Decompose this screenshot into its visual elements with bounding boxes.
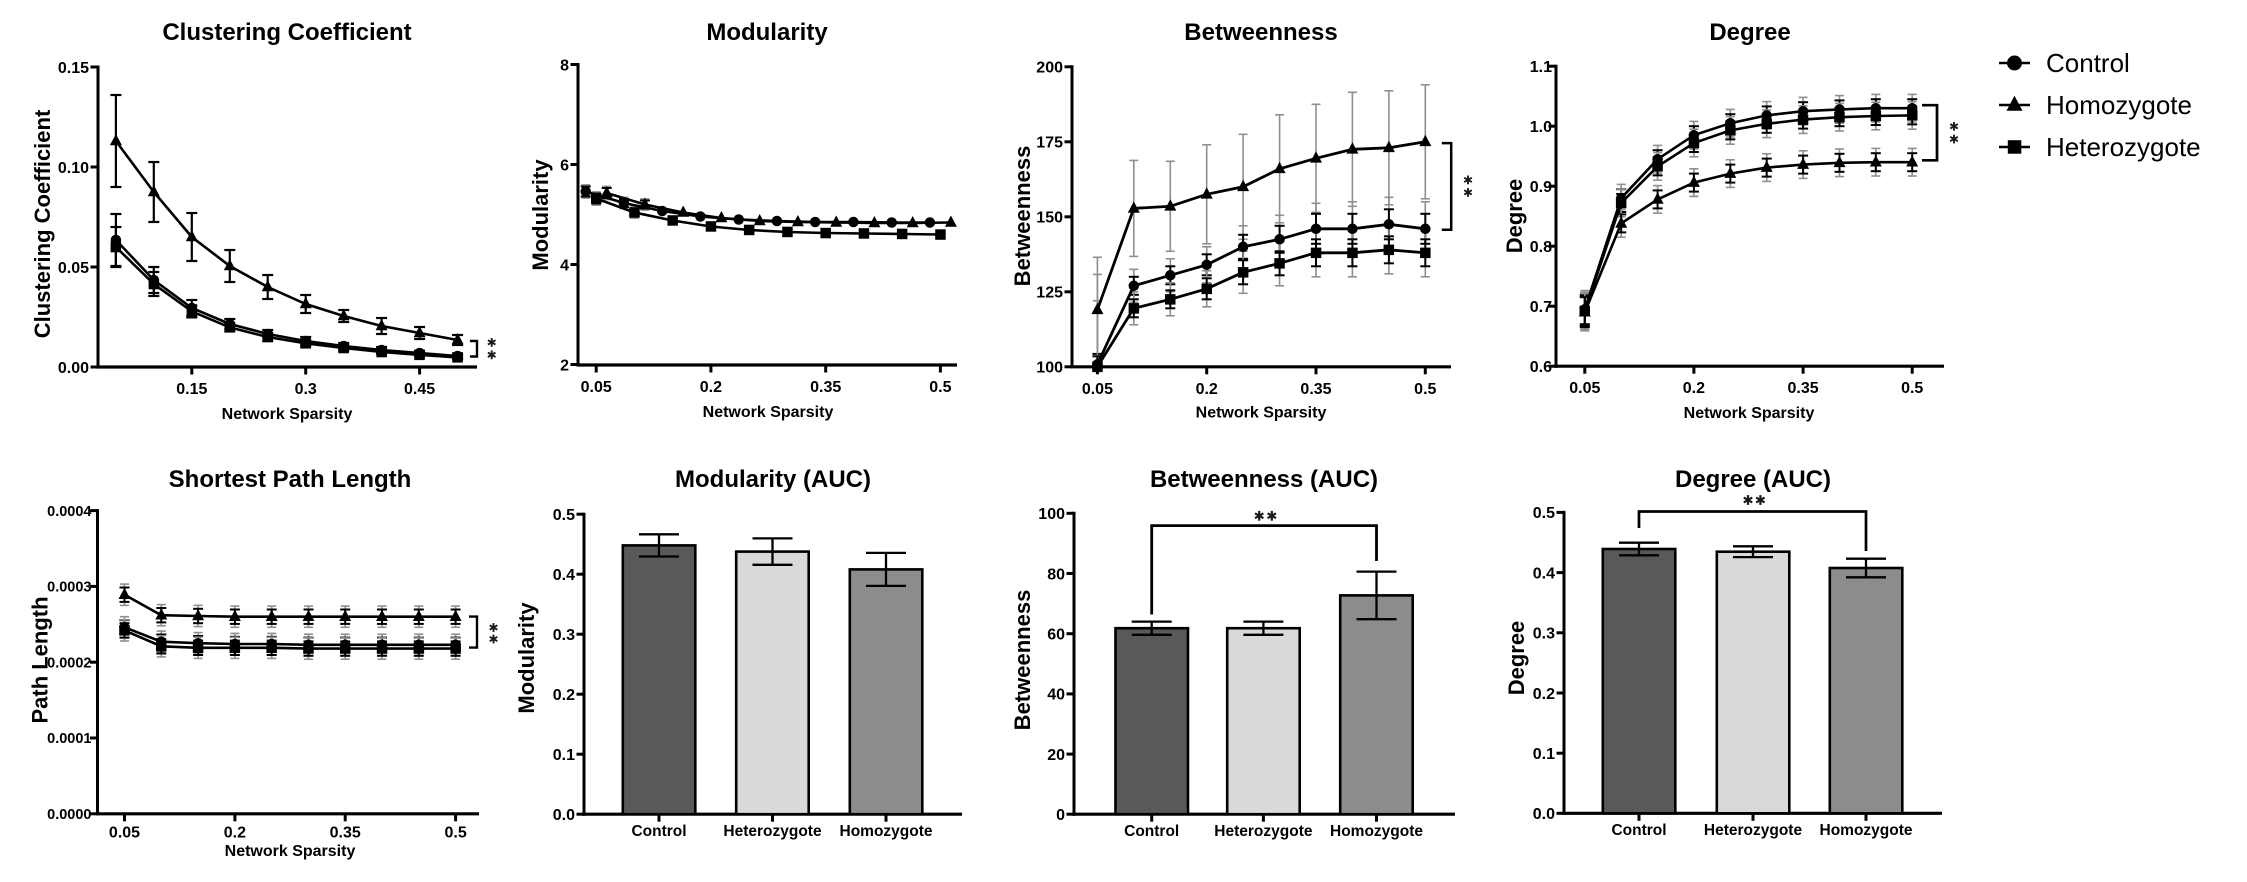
svg-text:0.8: 0.8 <box>1530 239 1552 256</box>
svg-text:150: 150 <box>1036 210 1063 227</box>
svg-text:1.0: 1.0 <box>1530 119 1552 136</box>
svg-text:4: 4 <box>560 257 569 274</box>
svg-text:0.2: 0.2 <box>1683 380 1705 397</box>
svg-text:0.15: 0.15 <box>176 381 207 398</box>
svg-text:60: 60 <box>1047 627 1065 644</box>
svg-text:100: 100 <box>1038 506 1065 523</box>
svg-text:80: 80 <box>1047 566 1065 583</box>
svg-text:0.5: 0.5 <box>1901 380 1923 397</box>
svg-text:125: 125 <box>1036 285 1063 302</box>
svg-text:Network Sparsity: Network Sparsity <box>222 406 353 423</box>
svg-text:Control: Control <box>1124 823 1179 840</box>
svg-text:0.2: 0.2 <box>700 379 722 396</box>
svg-text:0.05: 0.05 <box>1569 380 1600 397</box>
svg-text:Network Sparsity: Network Sparsity <box>225 843 356 860</box>
svg-text:Homozygote: Homozygote <box>2046 90 2192 120</box>
svg-text:2: 2 <box>560 357 569 374</box>
svg-text:0.7: 0.7 <box>1530 299 1552 316</box>
svg-text:Control: Control <box>1611 822 1666 839</box>
svg-text:0.0004: 0.0004 <box>47 504 91 520</box>
svg-text:0.15: 0.15 <box>58 60 89 77</box>
svg-text:Network Sparsity: Network Sparsity <box>1684 405 1815 422</box>
svg-text:0.10: 0.10 <box>58 160 89 177</box>
svg-text:0.5: 0.5 <box>1414 381 1436 398</box>
svg-text:0.0002: 0.0002 <box>47 655 91 671</box>
svg-text:0: 0 <box>1056 807 1065 824</box>
svg-text:0.0003: 0.0003 <box>47 580 91 596</box>
svg-text:Network Sparsity: Network Sparsity <box>703 404 834 421</box>
svg-text:0.05: 0.05 <box>109 824 140 841</box>
svg-text:0.1: 0.1 <box>1533 746 1555 763</box>
svg-text:Betweenness: Betweenness <box>1184 19 1337 46</box>
svg-text:Degree: Degree <box>1709 19 1790 46</box>
svg-text:40: 40 <box>1047 687 1065 704</box>
svg-text:0.35: 0.35 <box>1788 380 1819 397</box>
svg-text:0.0001: 0.0001 <box>47 731 91 747</box>
svg-text:Control: Control <box>2046 48 2130 78</box>
svg-text:0.5: 0.5 <box>929 379 951 396</box>
svg-text:0.2: 0.2 <box>1533 686 1555 703</box>
svg-text:Heterozygote: Heterozygote <box>723 823 822 840</box>
svg-text:Degree: Degree <box>1504 621 1529 696</box>
svg-text:Betweenness: Betweenness <box>1010 146 1035 287</box>
svg-text:Heterozygote: Heterozygote <box>2046 132 2201 162</box>
svg-text:0.35: 0.35 <box>330 824 361 841</box>
svg-text:Modularity: Modularity <box>514 602 539 714</box>
svg-text:0.2: 0.2 <box>553 687 575 704</box>
svg-text:100: 100 <box>1036 360 1063 377</box>
svg-text:Homozygote: Homozygote <box>1820 822 1913 839</box>
svg-text:0.0: 0.0 <box>553 807 575 824</box>
svg-text:1.1: 1.1 <box>1530 59 1552 76</box>
svg-text:Clustering Coefficient: Clustering Coefficient <box>162 19 411 46</box>
svg-text:Heterozygote: Heterozygote <box>1214 823 1313 840</box>
svg-text:Modularity: Modularity <box>706 19 828 46</box>
svg-text:0.00: 0.00 <box>58 360 89 377</box>
svg-text:Homozygote: Homozygote <box>840 823 933 840</box>
svg-text:Modularity (AUC): Modularity (AUC) <box>675 466 871 493</box>
svg-text:Betweenness (AUC): Betweenness (AUC) <box>1150 466 1378 493</box>
svg-text:Degree (AUC): Degree (AUC) <box>1675 466 1831 493</box>
svg-text:0.45: 0.45 <box>404 381 435 398</box>
svg-text:0.2: 0.2 <box>224 824 246 841</box>
svg-text:Modularity: Modularity <box>528 159 553 271</box>
svg-text:175: 175 <box>1036 135 1063 152</box>
svg-text:0.5: 0.5 <box>444 824 466 841</box>
svg-text:Control: Control <box>631 823 686 840</box>
svg-text:0.5: 0.5 <box>553 507 575 524</box>
svg-text:0.05: 0.05 <box>1082 381 1113 398</box>
svg-text:0.3: 0.3 <box>1533 626 1555 643</box>
svg-text:Clustering Coefficient: Clustering Coefficient <box>30 109 55 338</box>
svg-text:0.0: 0.0 <box>1533 806 1555 823</box>
svg-text:Homozygote: Homozygote <box>1330 823 1423 840</box>
svg-text:20: 20 <box>1047 747 1065 764</box>
svg-text:Heterozygote: Heterozygote <box>1704 822 1803 839</box>
svg-text:Network Sparsity: Network Sparsity <box>1196 405 1327 422</box>
svg-text:0.4: 0.4 <box>1533 565 1555 582</box>
svg-text:0.0000: 0.0000 <box>47 807 91 823</box>
svg-text:Degree: Degree <box>1502 179 1527 254</box>
svg-text:0.35: 0.35 <box>1300 381 1331 398</box>
svg-text:0.5: 0.5 <box>1533 505 1555 522</box>
svg-text:Shortest Path Length: Shortest Path Length <box>169 466 412 493</box>
svg-text:0.2: 0.2 <box>1196 381 1218 398</box>
svg-text:0.6: 0.6 <box>1530 359 1552 376</box>
svg-text:0.05: 0.05 <box>581 379 612 396</box>
svg-text:0.3: 0.3 <box>553 627 575 644</box>
svg-text:Path Length: Path Length <box>28 596 53 723</box>
svg-text:Betweenness: Betweenness <box>1010 590 1035 731</box>
svg-text:0.4: 0.4 <box>553 567 575 584</box>
svg-text:0.3: 0.3 <box>295 381 317 398</box>
svg-text:0.35: 0.35 <box>810 379 841 396</box>
svg-text:200: 200 <box>1036 60 1063 77</box>
svg-text:8: 8 <box>560 57 569 74</box>
svg-text:6: 6 <box>560 157 569 174</box>
svg-text:0.9: 0.9 <box>1530 179 1552 196</box>
svg-text:0.1: 0.1 <box>553 747 575 764</box>
svg-text:0.05: 0.05 <box>58 260 89 277</box>
